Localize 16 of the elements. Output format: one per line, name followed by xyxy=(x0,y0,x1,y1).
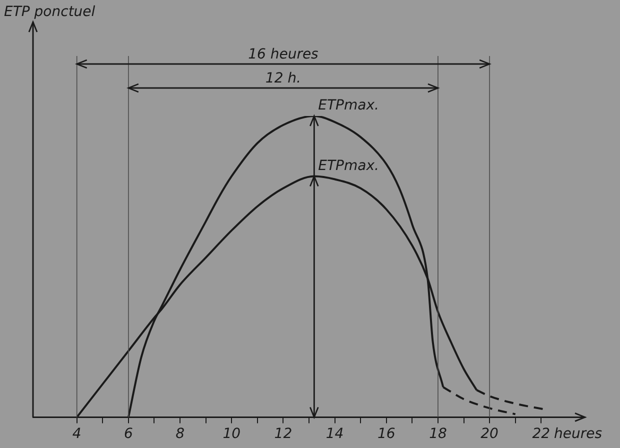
x-tick-label: 4 xyxy=(72,426,82,442)
x-tick-label: 14 xyxy=(326,426,344,442)
x-tick-label: 6 xyxy=(124,426,133,442)
text: 12 h. xyxy=(265,70,301,87)
annotation: ETPmax. xyxy=(318,158,379,174)
text: ETP ponctuel xyxy=(4,4,96,20)
x-tick-label: 10 xyxy=(222,426,241,442)
x-tick-label: 22 xyxy=(532,426,550,442)
x-tick-label: 18 xyxy=(429,426,447,442)
x-tick-label: 20 xyxy=(480,426,499,442)
text: 16 heures xyxy=(248,46,318,63)
x-tick-label: 16 xyxy=(377,426,396,442)
x-axis-title: heures xyxy=(554,426,602,442)
x-tick-label: 8 xyxy=(176,426,185,442)
annotation: ETPmax. xyxy=(318,98,379,114)
x-tick-label: 12 xyxy=(274,426,292,442)
